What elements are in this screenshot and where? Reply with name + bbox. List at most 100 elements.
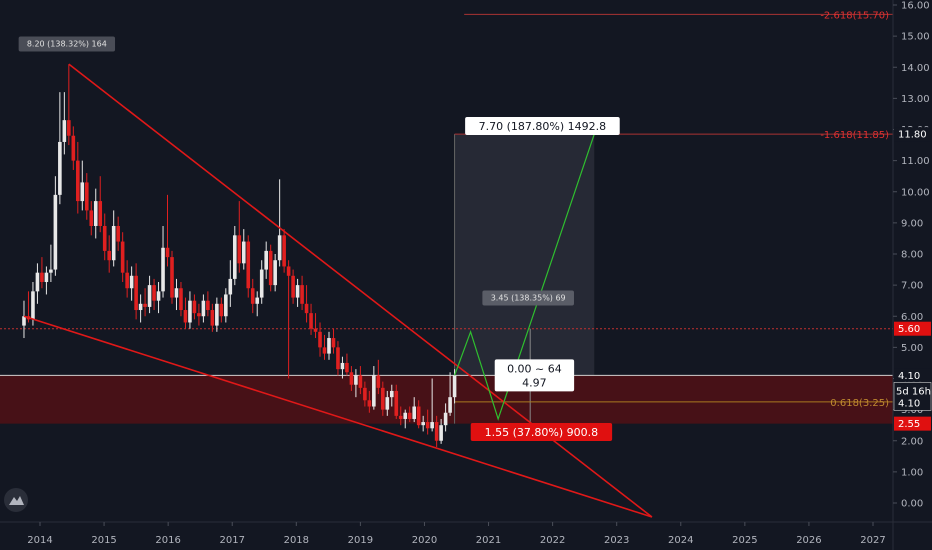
candle-body [430,422,434,429]
candle-body [421,422,425,426]
price-tag-1180-text: 11.80 [898,130,927,141]
x-tick-label: 2014 [27,535,52,546]
candle-body [192,300,197,314]
candle-body [363,387,367,401]
candle-body [304,303,309,314]
candle-body [49,269,53,273]
candle-body [448,397,452,413]
candle-body [67,120,71,136]
candle-body [71,135,76,161]
candle-body [62,120,67,142]
y-tick-label: 5.00 [901,343,923,354]
candle-body [183,310,188,323]
candle-body [156,291,161,301]
x-tick-label: 2022 [540,535,565,546]
fib-2618-label: -2.618(15.70) [820,10,889,21]
candle-body [188,300,192,323]
candle-body [389,390,394,398]
y-tick-label: 2.00 [901,436,923,447]
peak-note-label-box [18,36,116,52]
candle-body [134,275,138,311]
candle-body [161,247,165,292]
price-tag-255: 2.55 [894,416,931,431]
candle-body [345,362,349,373]
candle-body [228,278,233,295]
candle-body [206,300,210,311]
measure-down-label-text: 1.55 (37.80%) 900.8 [485,426,599,439]
candle-body [201,300,206,317]
measure-up-label-text: 7.70 (187.80%) 1492.8 [479,120,607,133]
candle-body [407,412,412,419]
candle-body [336,347,340,370]
price-tag-560: 5.60 [894,321,931,336]
candle-body [295,285,300,298]
x-tick-label: 2025 [732,535,757,546]
candle-body [143,303,147,307]
x-tick-label: 2016 [155,535,180,546]
candle-body [439,425,443,441]
measure-mid-label-text: 4.97 [522,376,547,389]
lower-trendline [23,315,653,518]
y-tick-label: 8.00 [901,250,923,261]
tradingview-logo-icon[interactable] [4,488,28,512]
candle-body [331,338,336,348]
measure-mid-label-box [494,359,575,392]
x-tick-label: 2019 [348,535,373,546]
y-tick-label: 9.00 [901,218,923,229]
candle-body [210,310,215,326]
candle-body [259,269,264,298]
y-tick-label: 1.00 [901,467,923,478]
candle-body [40,272,44,283]
candle-body [358,375,363,388]
price-tag-410: 4.10 [894,368,931,382]
fib-1618-label: -1.618(11.85) [820,130,889,141]
candle-body [241,241,246,264]
candle-body [313,328,318,332]
candle-body [237,235,242,264]
candle-body [327,338,331,354]
x-tick-label: 2020 [412,535,437,546]
candle-body [84,182,89,211]
candle-body [215,303,219,326]
fib-0618-label: 0.618(3.25) [830,398,889,409]
measure-zones [0,13,893,424]
small-measure-label: 3.45 (138.35%) 69 [482,290,574,306]
candle-body [268,250,273,286]
y-tick-label: 14.00 [901,63,930,74]
countdown-text: 5d 16h [896,386,931,397]
candle-body [398,415,403,419]
price-tag-410-box [894,368,931,382]
candle-body [232,235,237,279]
x-tick-label: 2024 [668,535,693,546]
candle-body [416,406,421,426]
x-tick-label: 2015 [91,535,116,546]
candle-body [255,297,260,304]
candle-body [381,387,385,410]
candle-body [107,250,112,261]
measure-up-label-box [465,117,620,135]
candle-body [264,250,268,270]
candle-body [102,225,107,251]
y-axis[interactable]: 0.001.002.003.004.005.006.007.008.009.00… [892,0,932,550]
candle-body [179,288,183,311]
candle-body [452,375,457,398]
small-measure-label-box [482,290,574,306]
candle-body [98,201,103,226]
price-tag-560-text: 5.60 [898,324,920,335]
x-tick-label: 2027 [860,535,885,546]
x-tick-label: 2023 [604,535,629,546]
candle-body [174,288,179,298]
x-axis[interactable]: 2014 2015 2016 2017 2018 2019 2020 2021 2022 2023… [0,521,932,546]
candle-body [291,275,295,298]
candle-body [31,291,35,320]
candle-body [385,397,390,410]
countdown-box [893,382,932,411]
candle-body [147,285,152,307]
candle-body [376,375,381,388]
candle-body [80,182,85,202]
candle-body [403,412,408,419]
candle-body [219,303,224,317]
candle-body [58,141,62,195]
